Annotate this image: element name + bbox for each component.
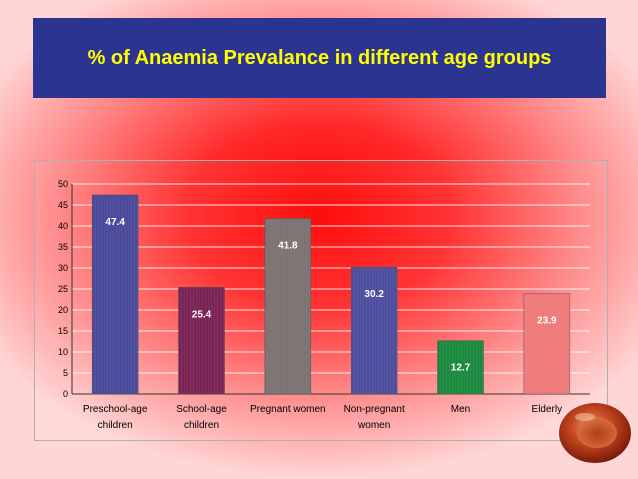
bar [91, 194, 139, 395]
y-tick-label: 40 [58, 221, 68, 231]
blood-cell-icon [559, 403, 631, 463]
y-tick-label: 45 [58, 200, 68, 210]
y-tick-label: 10 [58, 347, 68, 357]
x-tick-label: children [184, 420, 219, 431]
data-label: 30.2 [364, 289, 384, 300]
data-label: 25.4 [192, 309, 212, 320]
x-tick-label: women [357, 420, 390, 431]
y-tick-label: 0 [63, 389, 68, 399]
y-tick-label: 15 [58, 326, 68, 336]
bar [350, 266, 398, 395]
y-tick-label: 25 [58, 284, 68, 294]
bar [178, 287, 225, 395]
x-tick-label: Non-pregnant [344, 404, 405, 415]
y-tick-label: 35 [58, 242, 68, 252]
y-tick-label: 50 [58, 179, 68, 189]
x-tick-label: Men [451, 404, 470, 415]
data-label: 23.9 [537, 316, 557, 327]
data-label: 47.4 [105, 217, 125, 228]
bar [264, 218, 312, 395]
x-tick-label: School-age [176, 404, 227, 415]
x-tick-label: children [98, 420, 133, 431]
x-tick-label: Elderly [532, 404, 563, 415]
y-tick-label: 20 [58, 305, 68, 315]
data-label: 12.7 [451, 363, 471, 374]
title-banner: % of Anaemia Prevalance in different age… [33, 18, 606, 98]
y-tick-label: 5 [63, 368, 68, 378]
page-title: % of Anaemia Prevalance in different age… [87, 46, 552, 69]
x-tick-label: Pregnant women [250, 404, 326, 415]
bar [523, 293, 571, 395]
bar [437, 340, 484, 395]
x-tick-label: Preschool-age [83, 404, 148, 415]
data-label: 41.8 [278, 240, 298, 251]
y-tick-label: 30 [58, 263, 68, 273]
